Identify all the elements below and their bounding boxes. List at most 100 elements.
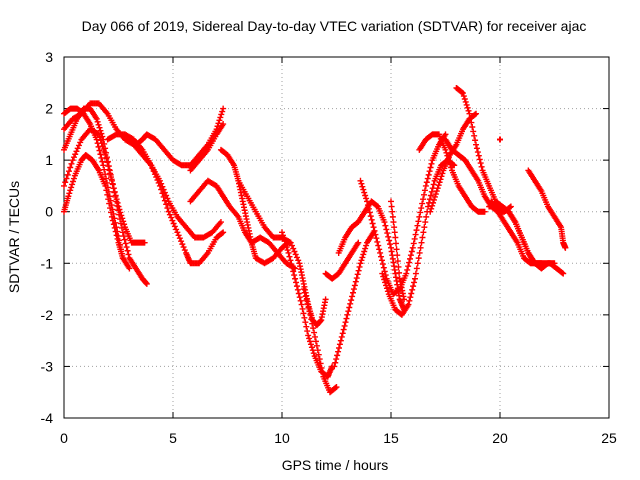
data-point <box>432 191 439 198</box>
data-point <box>295 290 302 297</box>
data-point <box>164 195 171 202</box>
data-point <box>345 308 352 315</box>
data-point <box>114 235 121 242</box>
data-point <box>443 149 450 156</box>
data-point <box>360 251 367 258</box>
data-point <box>411 279 418 286</box>
data-point <box>307 338 314 345</box>
data-point <box>333 356 340 363</box>
data-point <box>427 164 434 171</box>
data-point <box>292 275 299 282</box>
data-point <box>407 294 414 301</box>
data-marks <box>61 84 569 396</box>
data-point <box>293 279 300 286</box>
data-point <box>113 232 120 239</box>
data-point <box>382 222 389 229</box>
data-point <box>411 275 418 282</box>
data-point <box>386 237 393 244</box>
data-point <box>451 162 458 169</box>
data-point <box>62 179 69 186</box>
data-point <box>391 224 398 231</box>
data-point <box>436 179 443 186</box>
data-point <box>362 192 369 199</box>
data-point <box>220 105 227 112</box>
data-point <box>297 297 304 304</box>
data-point <box>69 157 76 164</box>
x-tick-label: 20 <box>492 430 508 446</box>
y-tick-label: -1 <box>41 255 54 271</box>
data-point <box>93 136 100 143</box>
data-point <box>95 121 102 128</box>
data-point <box>69 181 76 188</box>
data-point <box>316 356 323 363</box>
data-point <box>298 301 305 308</box>
data-point <box>301 289 308 296</box>
data-point <box>95 131 102 138</box>
data-point <box>119 229 126 236</box>
data-point <box>380 273 387 280</box>
data-point <box>474 149 481 156</box>
data-point <box>409 286 416 293</box>
data-point <box>61 182 67 189</box>
data-point <box>156 177 163 184</box>
y-tick-label: 0 <box>45 204 53 220</box>
data-point <box>349 293 356 300</box>
data-point <box>118 212 125 219</box>
data-point <box>109 181 116 188</box>
data-point <box>300 310 307 317</box>
data-point <box>423 213 430 220</box>
data-point <box>424 175 431 182</box>
data-point <box>417 209 424 216</box>
data-point <box>100 146 107 153</box>
data-point <box>497 136 503 143</box>
data-point <box>430 181 437 188</box>
data-point <box>466 110 473 117</box>
data-point <box>360 186 367 193</box>
data-point <box>112 192 119 199</box>
data-point <box>357 260 364 267</box>
data-point <box>359 254 366 261</box>
data-point <box>413 227 420 234</box>
data-point <box>64 171 71 178</box>
data-point <box>391 229 398 236</box>
data-point <box>312 333 319 340</box>
data-point <box>401 296 408 303</box>
series-arc-3 <box>61 151 126 262</box>
data-point <box>358 180 365 187</box>
data-point <box>435 182 442 189</box>
series-arc-7 <box>126 105 227 169</box>
data-point <box>364 198 371 205</box>
data-point <box>319 369 326 376</box>
data-point <box>551 260 558 267</box>
data-point <box>293 283 300 290</box>
data-point <box>220 121 227 128</box>
data-point <box>70 154 77 161</box>
data-point <box>380 264 387 271</box>
data-point <box>287 239 294 246</box>
series-arc-17 <box>357 131 449 298</box>
data-point <box>411 235 418 242</box>
data-point <box>429 202 436 209</box>
data-point <box>408 248 415 255</box>
data-point <box>415 255 422 262</box>
data-point <box>300 286 307 293</box>
data-point <box>389 208 396 215</box>
data-point <box>420 196 427 203</box>
data-point <box>105 196 112 203</box>
data-point <box>472 111 479 118</box>
data-point <box>447 161 454 168</box>
data-point <box>175 232 182 239</box>
data-point <box>560 270 567 277</box>
data-point <box>168 214 175 221</box>
chart-title: Day 066 of 2019, Sidereal Day-to-day VTE… <box>82 18 587 34</box>
data-point <box>281 238 288 245</box>
data-point <box>105 163 112 170</box>
data-point <box>412 270 419 277</box>
axis-ticks <box>63 56 610 419</box>
data-point <box>95 143 102 150</box>
data-point <box>290 245 297 252</box>
data-point <box>217 219 224 226</box>
data-point <box>420 229 427 236</box>
data-point <box>174 229 181 236</box>
data-point <box>365 205 372 212</box>
